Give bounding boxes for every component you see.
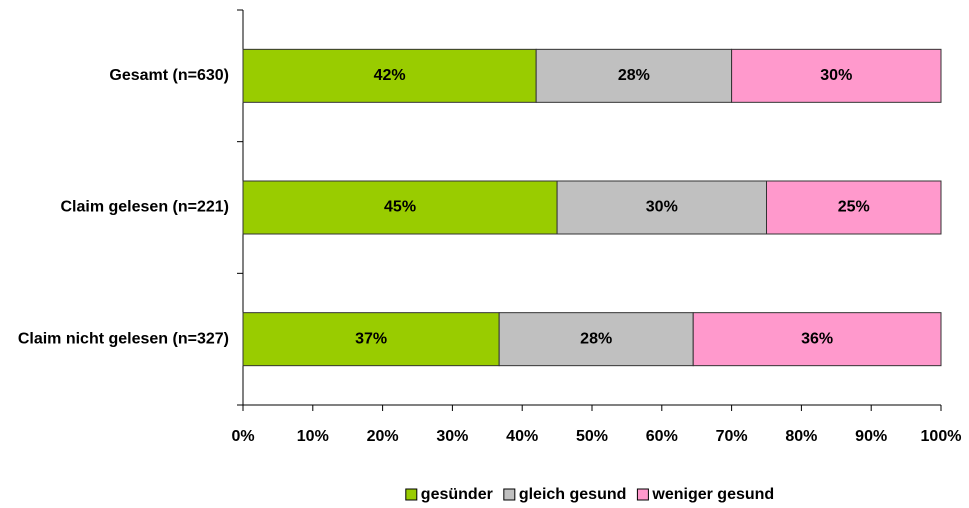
x-tick-label: 10% <box>297 428 329 445</box>
y-tick-label: Gesamt (n=630) <box>109 67 229 84</box>
bar-segment <box>766 180 942 235</box>
y-tick-label: Claim nicht gelesen (n=327) <box>18 330 229 347</box>
legend: gesünder gleich gesund weniger gesund <box>405 486 774 503</box>
legend-swatch <box>636 488 649 501</box>
data-label: 37% <box>355 330 387 347</box>
x-tick-label: 60% <box>646 428 678 445</box>
legend-swatch <box>503 488 516 501</box>
data-label: 28% <box>580 330 612 347</box>
x-tick-label: 90% <box>855 428 887 445</box>
bar-segment <box>731 48 942 103</box>
data-label: 28% <box>618 67 650 84</box>
legend-swatch <box>405 488 418 501</box>
bar-segment <box>535 48 733 103</box>
data-label: 30% <box>646 199 678 216</box>
x-tick-label: 30% <box>436 428 468 445</box>
x-tick-label: 70% <box>716 428 748 445</box>
x-tick-label: 80% <box>785 428 817 445</box>
legend-label: gesünder <box>421 486 493 503</box>
x-tick-label: 20% <box>367 428 399 445</box>
data-label: 36% <box>801 330 833 347</box>
data-label: 42% <box>374 67 406 84</box>
x-tick-label: 40% <box>506 428 538 445</box>
data-label: 25% <box>838 199 870 216</box>
legend-label: weniger gesund <box>651 486 774 503</box>
y-tick-label: Claim gelesen (n=221) <box>60 199 229 216</box>
legend-label: gleich gesund <box>519 486 627 503</box>
x-tick-label: 100% <box>921 428 962 445</box>
bar-segment <box>498 312 694 367</box>
bar-segment <box>242 48 537 103</box>
bar-segment <box>692 312 942 367</box>
data-label: 30% <box>820 67 852 84</box>
x-tick-label: 0% <box>231 428 254 445</box>
x-tick-label: 50% <box>576 428 608 445</box>
data-label: 45% <box>384 199 416 216</box>
bar-segment <box>242 312 500 367</box>
